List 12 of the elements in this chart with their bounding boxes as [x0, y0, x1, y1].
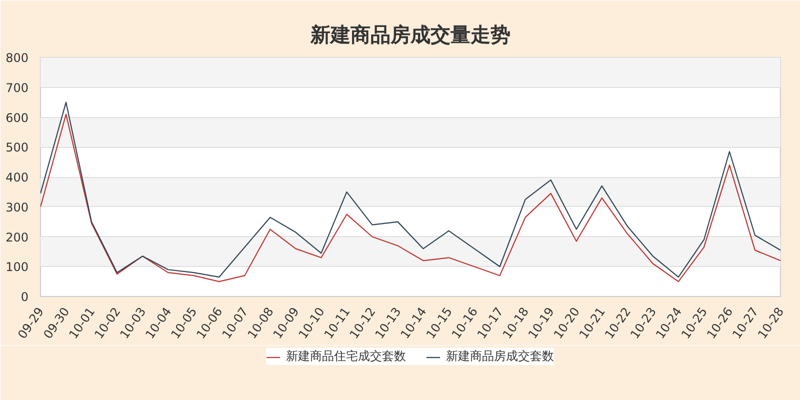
y-tick-label: 800 — [6, 51, 28, 65]
y-tick-label: 200 — [6, 230, 28, 244]
legend-label: 新建商品住宅成交套数 — [286, 348, 406, 365]
y-tick-label: 700 — [6, 80, 28, 95]
y-tick-label: 500 — [6, 140, 28, 155]
chart-title: 新建商品房成交量走势 — [310, 22, 510, 46]
y-tick-label: 400 — [6, 170, 28, 184]
y-tick-label: 600 — [6, 110, 28, 125]
y-tick-label: 300 — [6, 200, 28, 214]
legend-label: 新建商品房成交套数 — [446, 348, 554, 365]
y-tick-label: 100 — [6, 260, 28, 274]
y-tick-label: 0 — [20, 290, 29, 304]
